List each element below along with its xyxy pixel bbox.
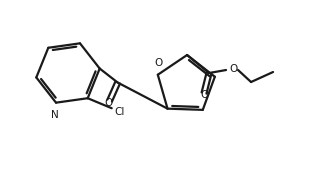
Text: N: N <box>51 110 59 120</box>
Text: O: O <box>104 98 113 108</box>
Text: O: O <box>200 90 208 100</box>
Text: O: O <box>229 64 237 74</box>
Text: O: O <box>155 58 163 68</box>
Text: Cl: Cl <box>115 107 125 117</box>
